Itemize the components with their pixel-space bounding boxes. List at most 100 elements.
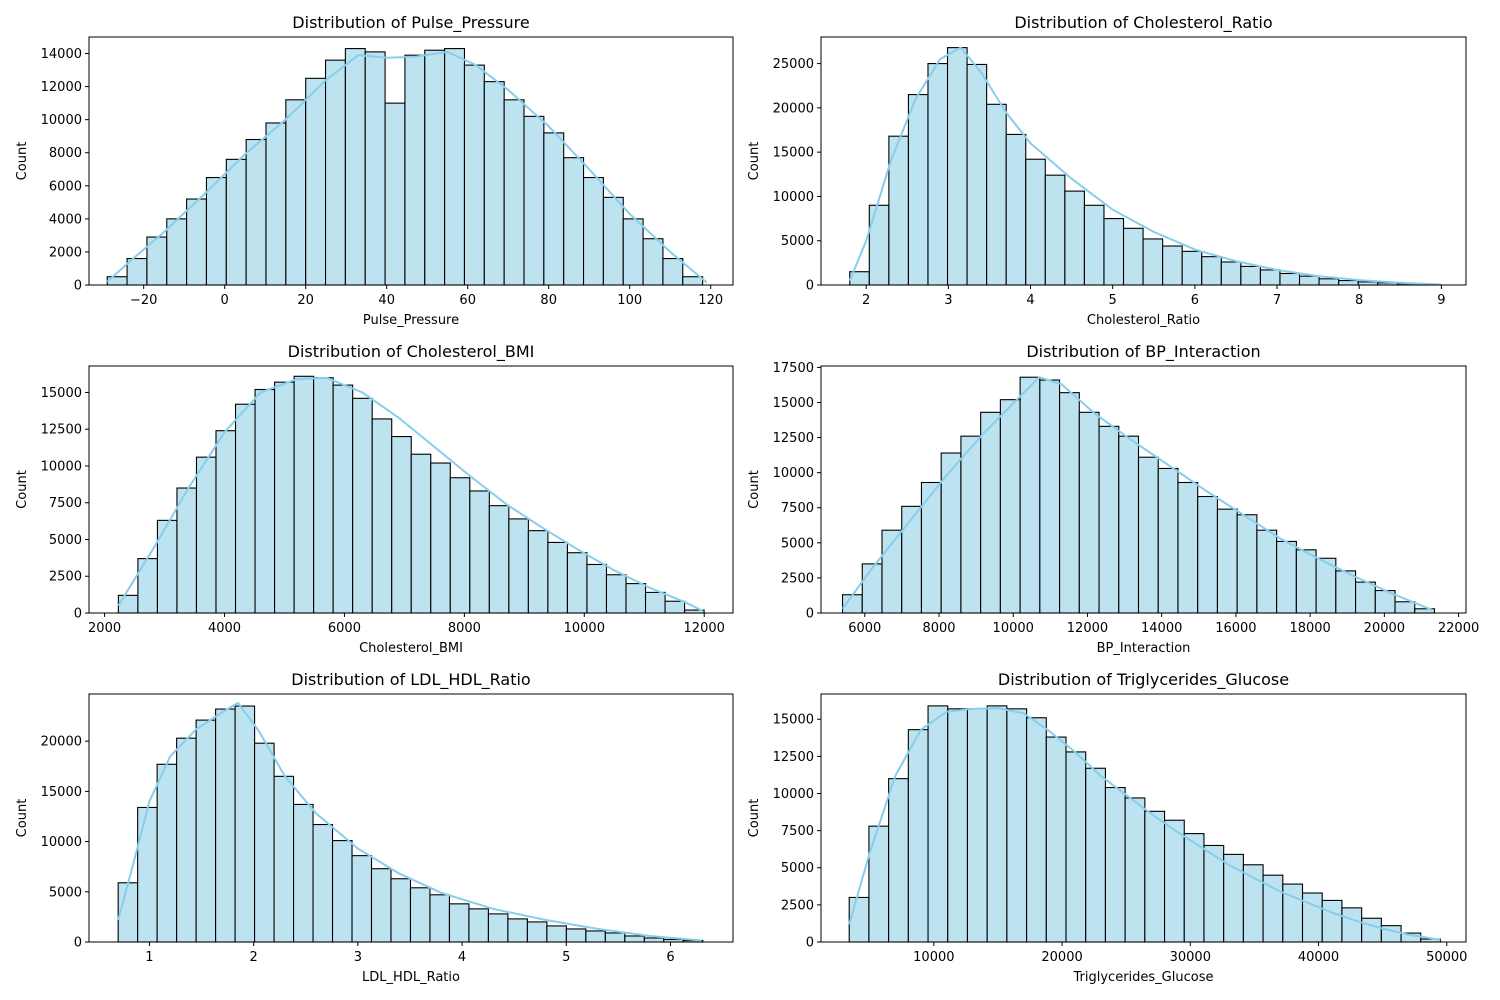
bar [463,64,485,286]
bar [1301,892,1323,943]
bar [546,925,567,943]
bar [1335,570,1357,614]
x-tick-label: 4 [458,950,466,965]
bar [245,138,267,286]
kde-line [117,376,703,612]
bar [390,878,412,943]
x-axis-label: LDL_HDL_Ratio [362,970,460,985]
bar [1216,508,1238,614]
kde-line [106,50,708,284]
bar [332,384,354,614]
bar [137,558,158,614]
bar [1085,767,1106,943]
bar [312,823,334,943]
axes-frame [88,365,734,614]
chart-title: Distribution of Triglycerides_Glucose [998,670,1289,690]
y-tick-label: 5000 [781,861,814,876]
x-tick-label: 2 [862,293,870,308]
bar [523,115,545,286]
bar [662,257,684,286]
bar [344,48,366,286]
y-tick-label: 0 [74,279,82,294]
bar [391,436,412,614]
y-tick-label: 20000 [773,101,814,116]
bar [625,583,647,614]
bar [176,737,197,943]
bar [585,930,606,943]
chart-cholesterol-bmi: 2000 4000 6000 8000 10000 12000 0 2500 5000 7500 1… [15,342,734,656]
bar [861,563,883,614]
bar [483,81,505,286]
chart-cholesterol-ratio: 2 3 4 5 6 7 8 9 0 5000 10000 15000 20000 25000 Distrib… [747,13,1467,328]
bar [547,541,568,614]
x-tick-label: 5 [1109,293,1117,308]
x-tick-label: 8000 [922,621,955,636]
y-axis-label: Count [747,470,762,509]
bar [526,921,548,943]
bar [1078,411,1100,614]
bar [946,47,968,286]
bar [424,49,446,286]
x-axis-label: Triglycerides_Glucose [1073,970,1214,985]
x-tick-label: 8 [1355,293,1363,308]
bar [449,477,471,614]
bar [586,563,608,614]
x-tick-label: 6000 [328,621,361,636]
bar [156,763,178,943]
y-tick-label: 2500 [49,570,82,585]
bar [273,775,295,943]
bar [409,887,431,943]
bar [176,487,198,614]
y-tick-label: 10000 [41,113,82,128]
axes-frame [820,693,1467,943]
bar [664,600,686,614]
y-tick-label: 5000 [49,533,82,548]
y-axis-label: Count [747,799,762,838]
chart-bp-interaction: 6000 8000 10000 12000 14000 16000 18000 20000 22… [747,342,1479,656]
bar [1321,899,1343,943]
x-tick-label: 4000 [208,621,241,636]
kde-line [848,707,1441,941]
y-tick-label: 0 [806,936,814,951]
bar [1201,256,1222,286]
bar [563,157,585,286]
x-tick-label: 100 [617,293,642,308]
y-tick-label: 15000 [41,785,82,800]
bar [305,77,327,286]
x-tick-label: 9 [1437,293,1445,308]
y-tick-label: 5000 [781,234,814,249]
bar [1157,467,1179,614]
bar [293,375,315,614]
bar [1318,278,1340,286]
x-tick-label: 6 [666,950,674,965]
y-tick-label: 12000 [41,80,82,95]
bar [643,937,665,943]
x-tick-label: 0 [221,293,229,308]
y-tick-label: 7500 [781,824,814,839]
y-tick-label: 20000 [41,735,82,750]
x-tick-label: 4 [1026,293,1034,308]
bar [999,399,1021,614]
bar [195,719,217,943]
bar [848,896,870,943]
y-axis-label: Count [747,142,762,181]
axes-frame [820,36,1467,286]
bar [186,198,208,286]
bar [1162,245,1183,286]
bar [1295,549,1317,614]
bar [254,742,275,943]
y-tick-label: 14000 [41,47,82,62]
y-axis-label: Count [15,142,30,181]
y-tick-label: 15000 [41,386,82,401]
y-tick-label: 10000 [41,459,82,474]
bar [234,705,256,943]
y-tick-label: 8000 [49,146,82,161]
bar [602,196,624,286]
bar [166,218,188,286]
bar [507,918,528,943]
kde-line [848,46,1442,286]
y-tick-label: 10000 [773,466,814,481]
bar [1298,275,1320,286]
bar [468,908,489,943]
bar [1124,797,1146,943]
